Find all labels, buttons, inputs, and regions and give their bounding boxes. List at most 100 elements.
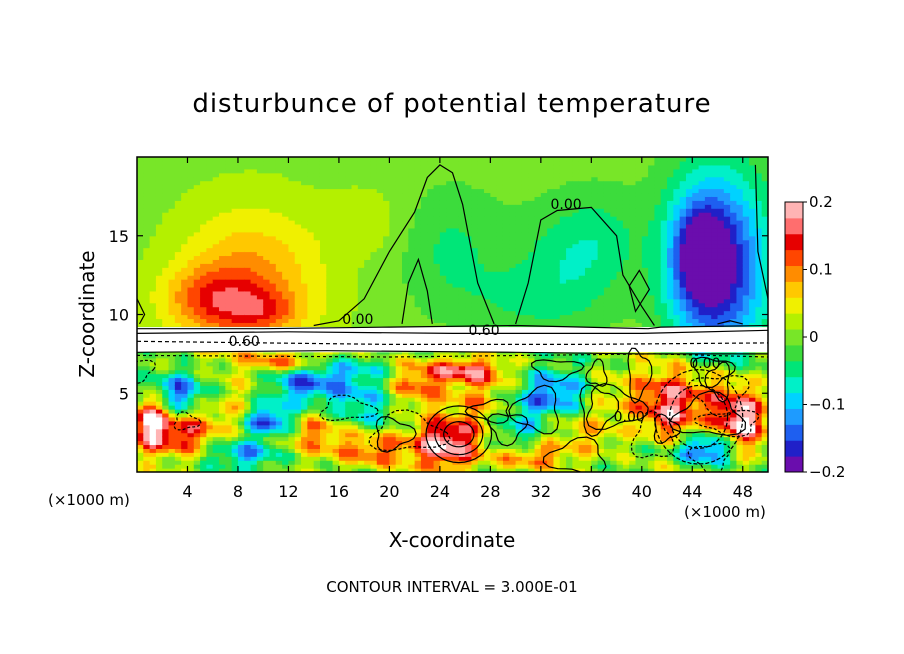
field-cell bbox=[225, 208, 233, 213]
field-cell bbox=[364, 168, 372, 174]
field-cell bbox=[187, 286, 195, 292]
field-cell bbox=[143, 416, 151, 422]
field-cell bbox=[452, 412, 460, 418]
field-cell bbox=[181, 212, 189, 217]
field-cell bbox=[269, 227, 277, 233]
field-cell bbox=[540, 452, 548, 457]
field-cell bbox=[250, 401, 258, 406]
field-cell bbox=[206, 160, 214, 166]
field-cell bbox=[534, 310, 542, 316]
field-cell bbox=[471, 223, 479, 229]
field-cell bbox=[137, 428, 144, 434]
field-cell bbox=[408, 389, 416, 394]
field-cell bbox=[301, 444, 308, 449]
field-cell bbox=[319, 204, 327, 209]
field-cell bbox=[143, 290, 151, 296]
field-cell bbox=[219, 440, 226, 446]
field-cell bbox=[540, 286, 548, 292]
field-cell bbox=[389, 361, 397, 367]
field-cell bbox=[477, 243, 485, 249]
field-cell bbox=[225, 432, 233, 438]
field-cell bbox=[427, 428, 435, 434]
field-cell bbox=[313, 275, 321, 280]
field-cell bbox=[174, 204, 182, 209]
field-cell bbox=[547, 409, 555, 414]
field-cell bbox=[319, 263, 327, 268]
field-cell bbox=[137, 361, 144, 367]
field-cell bbox=[294, 416, 302, 422]
field-cell bbox=[547, 420, 555, 426]
field-cell bbox=[484, 468, 491, 472]
field-cell bbox=[206, 196, 214, 201]
field-cell bbox=[250, 243, 258, 249]
field-cell bbox=[540, 176, 548, 182]
field-cell bbox=[275, 381, 283, 386]
field-cell bbox=[402, 361, 409, 367]
field-cell bbox=[155, 267, 163, 272]
field-cell bbox=[313, 188, 321, 194]
field-cell bbox=[433, 428, 441, 434]
field-cell bbox=[193, 318, 201, 323]
field-cell bbox=[187, 444, 195, 449]
field-cell bbox=[370, 192, 378, 197]
field-cell bbox=[294, 405, 302, 410]
field-cell bbox=[263, 389, 271, 394]
field-cell bbox=[446, 283, 454, 288]
field-cell bbox=[332, 227, 340, 233]
field-cell bbox=[452, 420, 460, 426]
field-cell bbox=[307, 424, 315, 430]
field-cell bbox=[490, 432, 498, 438]
field-cell bbox=[275, 306, 283, 312]
field-cell bbox=[269, 444, 277, 449]
field-cell bbox=[237, 405, 245, 410]
field-cell bbox=[307, 357, 315, 363]
field-cell bbox=[288, 385, 296, 390]
field-cell bbox=[433, 188, 441, 194]
field-cell bbox=[193, 393, 201, 398]
field-cell bbox=[256, 468, 264, 472]
field-cell bbox=[502, 267, 510, 272]
field-cell bbox=[263, 180, 271, 186]
field-cell bbox=[547, 373, 555, 379]
field-cell bbox=[200, 420, 208, 426]
field-cell bbox=[193, 275, 201, 280]
field-cell bbox=[502, 369, 510, 375]
field-cell bbox=[528, 298, 536, 304]
field-cell bbox=[193, 444, 201, 449]
field-cell bbox=[301, 432, 308, 438]
field-cell bbox=[294, 361, 302, 367]
field-cell bbox=[446, 389, 454, 394]
field-cell bbox=[357, 196, 365, 201]
field-cell bbox=[143, 223, 151, 229]
field-cell bbox=[515, 216, 523, 221]
field-cell bbox=[534, 302, 542, 308]
field-cell bbox=[200, 389, 208, 394]
field-cell bbox=[383, 440, 390, 446]
field-cell bbox=[477, 381, 485, 386]
field-cell bbox=[540, 164, 548, 170]
field-cell bbox=[357, 192, 365, 197]
field-cell bbox=[446, 259, 454, 264]
field-cell bbox=[433, 361, 441, 367]
field-cell bbox=[225, 369, 233, 375]
field-cell bbox=[212, 428, 220, 434]
field-cell bbox=[490, 235, 498, 241]
field-cell bbox=[515, 223, 523, 229]
field-cell bbox=[225, 436, 233, 442]
field-cell bbox=[237, 306, 245, 312]
field-cell bbox=[528, 369, 536, 375]
field-cell bbox=[338, 160, 346, 166]
field-cell bbox=[288, 440, 296, 446]
field-cell bbox=[301, 220, 308, 225]
field-cell bbox=[389, 164, 397, 170]
field-cell bbox=[446, 302, 454, 308]
field-cell bbox=[439, 310, 447, 316]
field-cell bbox=[143, 164, 151, 170]
field-cell bbox=[212, 298, 220, 304]
field-cell bbox=[395, 263, 403, 268]
field-cell bbox=[231, 180, 239, 186]
field-cell bbox=[553, 271, 561, 276]
field-cell bbox=[484, 318, 491, 323]
field-cell bbox=[515, 314, 523, 320]
field-cell bbox=[547, 393, 555, 398]
